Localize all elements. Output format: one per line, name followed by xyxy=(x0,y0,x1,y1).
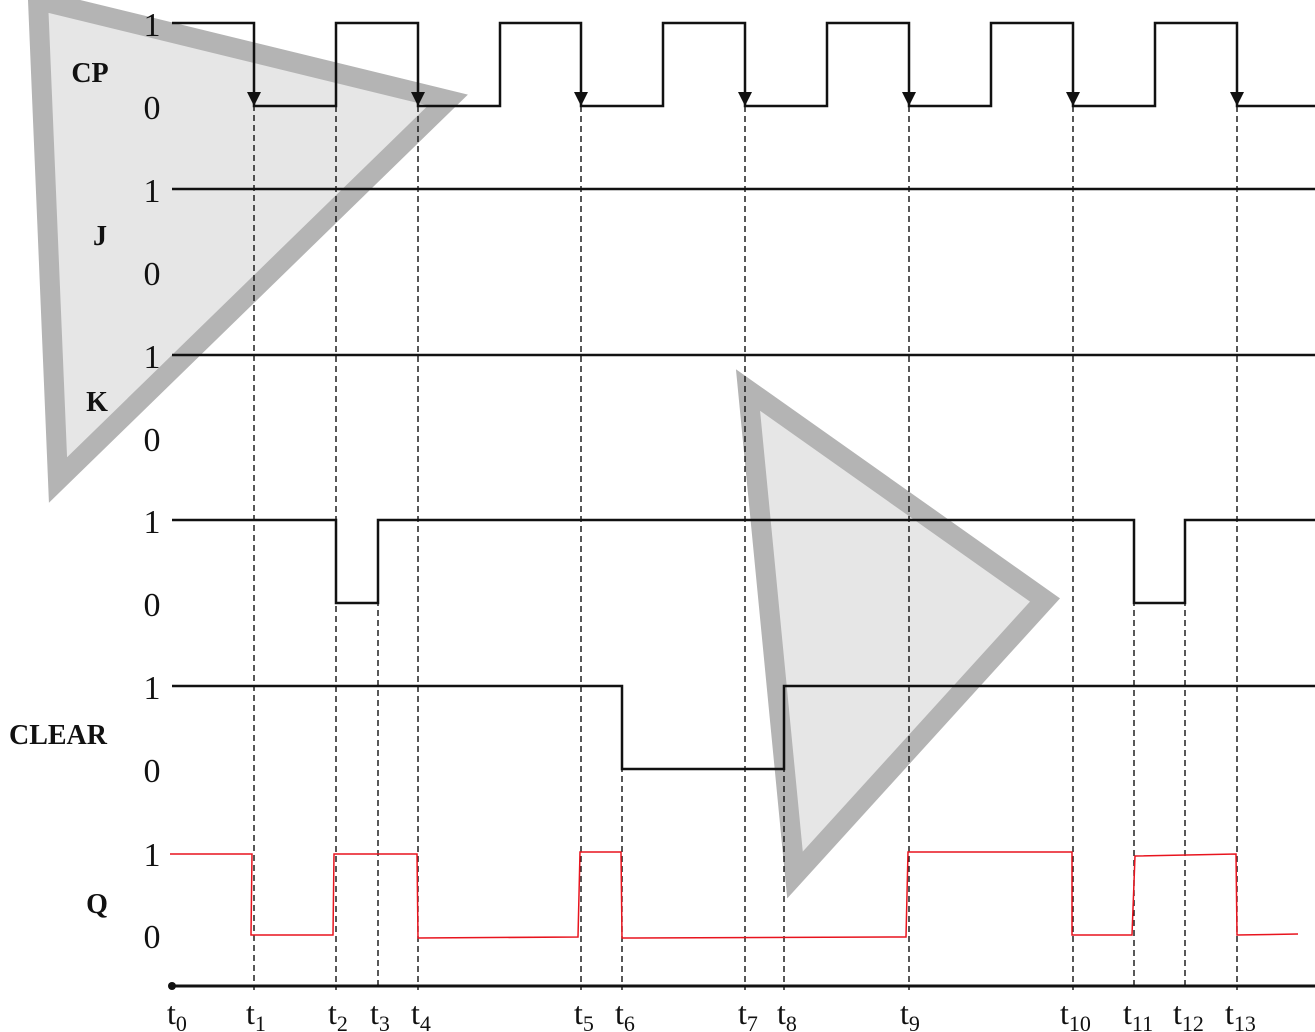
time-guides xyxy=(253,105,1238,990)
time-axis-origin xyxy=(168,982,176,990)
time-label-t12: t12 xyxy=(1173,995,1204,1032)
waveform-q xyxy=(170,851,1299,939)
watermark-triangle-small xyxy=(735,369,1061,899)
watermark xyxy=(27,0,1061,899)
waveform-cp xyxy=(172,21,1315,108)
arrow-t10 xyxy=(1066,92,1080,106)
time-label-t1: t1 xyxy=(246,995,266,1032)
time-labels: t0 t1 t2 t3 t4 t5 t6 t7 t8 t9 t10 t11 t1… xyxy=(167,995,1256,1032)
level-high-j: 1 xyxy=(144,173,161,210)
arrow-t4 xyxy=(411,92,425,106)
time-label-t0: t0 xyxy=(167,995,187,1032)
level-high-q: 1 xyxy=(144,837,161,874)
time-label-t4: t4 xyxy=(411,995,431,1032)
signal-name-k: K xyxy=(86,387,108,418)
level-high-clear: 1 xyxy=(144,670,161,707)
time-label-t11: t11 xyxy=(1123,995,1153,1032)
arrow-t9 xyxy=(902,92,916,106)
time-label-t7: t7 xyxy=(738,995,758,1032)
time-label-t2: t2 xyxy=(328,995,348,1032)
level-low-j: 0 xyxy=(144,256,161,293)
watermark-triangle-large xyxy=(27,0,468,503)
time-label-t10: t10 xyxy=(1060,995,1091,1032)
time-label-t8: t8 xyxy=(777,995,797,1032)
time-label-t6: t6 xyxy=(615,995,635,1032)
signal-name-q: Q xyxy=(86,889,108,920)
arrow-t13 xyxy=(1230,92,1244,106)
signal-name-cp: CP xyxy=(71,58,108,89)
level-low-q: 0 xyxy=(144,919,161,956)
signal-names: CP J K CLEAR Q xyxy=(9,58,109,920)
signal-name-clear: CLEAR xyxy=(9,720,108,751)
time-axis xyxy=(168,982,1315,990)
level-low-clear: 0 xyxy=(144,753,161,790)
time-label-t13: t13 xyxy=(1225,995,1256,1032)
cp-falling-edge-arrows xyxy=(247,92,1244,106)
level-high-k: 1 xyxy=(144,339,161,376)
waveform-clear xyxy=(172,684,1315,771)
level-low-cp: 0 xyxy=(144,90,161,127)
level-high-cp: 1 xyxy=(144,7,161,44)
waveform-4 xyxy=(172,518,1315,605)
level-low-k: 0 xyxy=(144,422,161,459)
time-label-t5: t5 xyxy=(574,995,594,1032)
level-high-4: 1 xyxy=(144,504,161,541)
time-label-t3: t3 xyxy=(370,995,390,1032)
signal-name-j: J xyxy=(93,221,107,252)
level-low-4: 0 xyxy=(144,587,161,624)
arrow-t1 xyxy=(247,92,261,106)
arrow-t7 xyxy=(738,92,752,106)
arrow-t5 xyxy=(574,92,588,106)
time-label-t9: t9 xyxy=(900,995,920,1032)
level-labels: 1 0 1 0 1 0 1 0 1 0 1 0 xyxy=(144,7,161,956)
